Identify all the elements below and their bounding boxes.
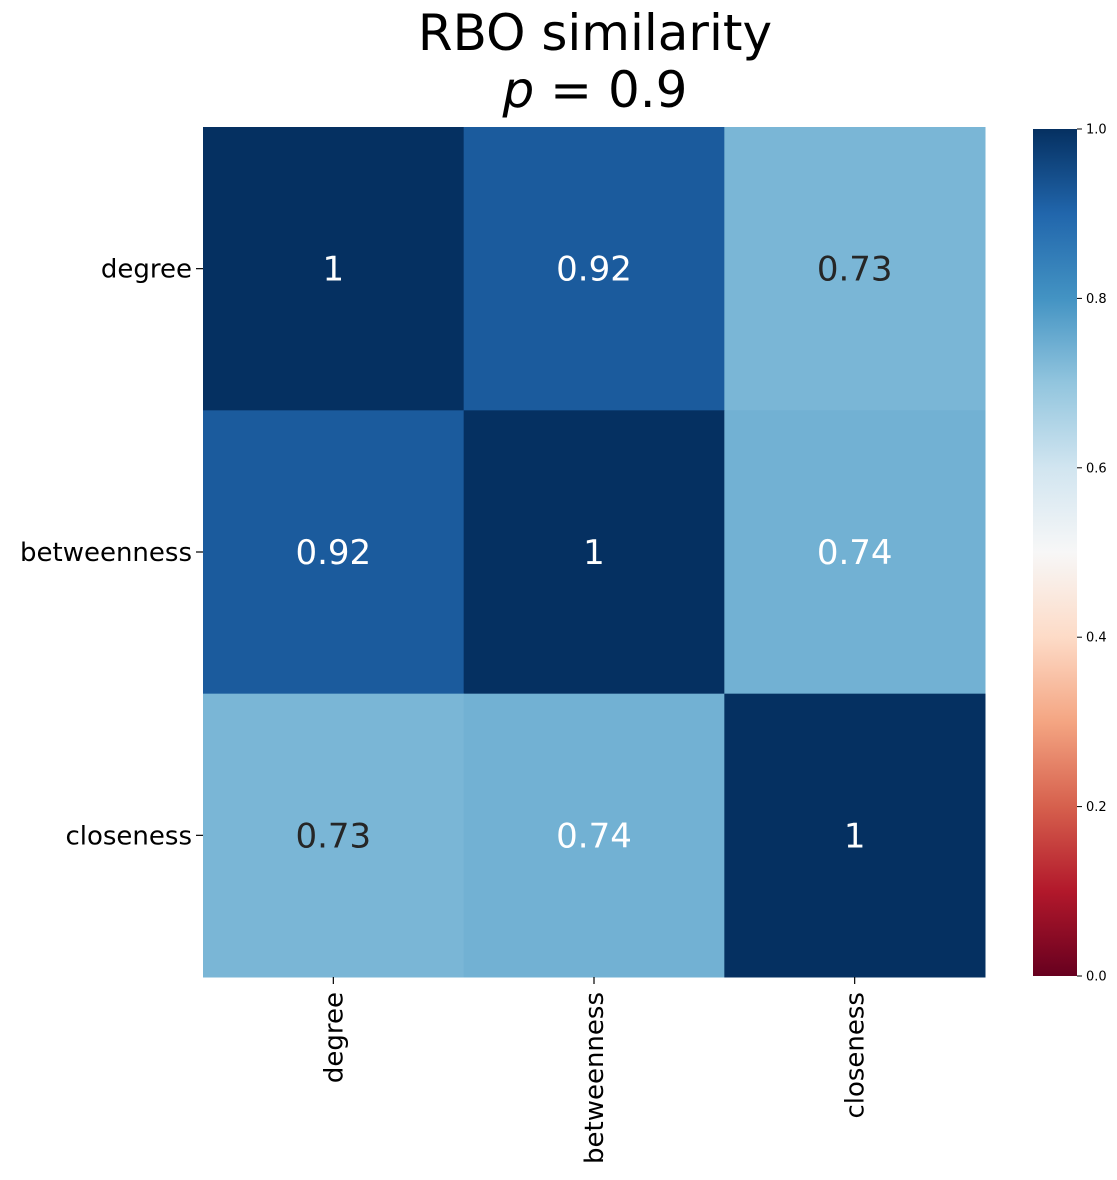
subtitle-variable: p	[502, 61, 535, 119]
colorbar-tick-label: 0.2	[1086, 800, 1107, 815]
subtitle-value: 0.9	[608, 61, 688, 119]
heatmap-cell	[463, 410, 725, 695]
cell-annotation: 0.73	[817, 250, 893, 290]
cell-annotation: 0.74	[817, 533, 893, 573]
y-tick-label: degree	[101, 255, 192, 285]
cell-annotation: 0.92	[295, 533, 371, 573]
heatmap-cell	[724, 693, 986, 978]
x-tick-label: closeness	[841, 992, 871, 1119]
colorbar: 0.0 0.2 0.4 0.6 0.8 1.0	[1033, 123, 1107, 985]
subtitle-operator: =	[534, 61, 608, 119]
heatmap-cell	[724, 127, 986, 411]
heatmap-cell	[203, 127, 465, 411]
heatmap-cells: 1 0.92 0.73 0.92 1 0.74 0.73 0.74 1	[203, 127, 986, 978]
x-tick-label: betweenness	[580, 992, 610, 1164]
y-tick-label: betweenness	[20, 538, 192, 568]
cell-annotation: 0.73	[295, 816, 371, 856]
cell-annotation: 1	[583, 533, 605, 573]
heatmap-cell	[724, 410, 986, 695]
y-axis: degree betweenness closeness	[20, 255, 203, 851]
chart-title: RBO similarity	[418, 4, 772, 62]
chart-subtitle: p = 0.9	[502, 61, 688, 119]
colorbar-tick-label: 1.0	[1086, 123, 1107, 138]
x-axis: degree betweenness closeness	[319, 977, 871, 1164]
heatmap-cell	[203, 693, 465, 978]
heatmap-cell	[203, 410, 465, 695]
colorbar-tick-label: 0.4	[1086, 631, 1107, 646]
colorbar-tick-label: 0.0	[1086, 970, 1107, 985]
heatmap-cell	[463, 127, 725, 411]
colorbar-tick-label: 0.8	[1086, 292, 1107, 307]
colorbar-gradient	[1033, 129, 1077, 976]
cell-annotation: 0.74	[556, 816, 632, 856]
cell-annotation: 0.92	[556, 250, 632, 290]
heatmap-cell	[463, 693, 725, 978]
cell-annotation: 1	[844, 816, 866, 856]
x-tick-label: degree	[319, 992, 349, 1083]
y-tick-label: closeness	[65, 821, 192, 851]
colorbar-tick-label: 0.6	[1086, 461, 1107, 476]
cell-annotation: 1	[323, 250, 345, 290]
